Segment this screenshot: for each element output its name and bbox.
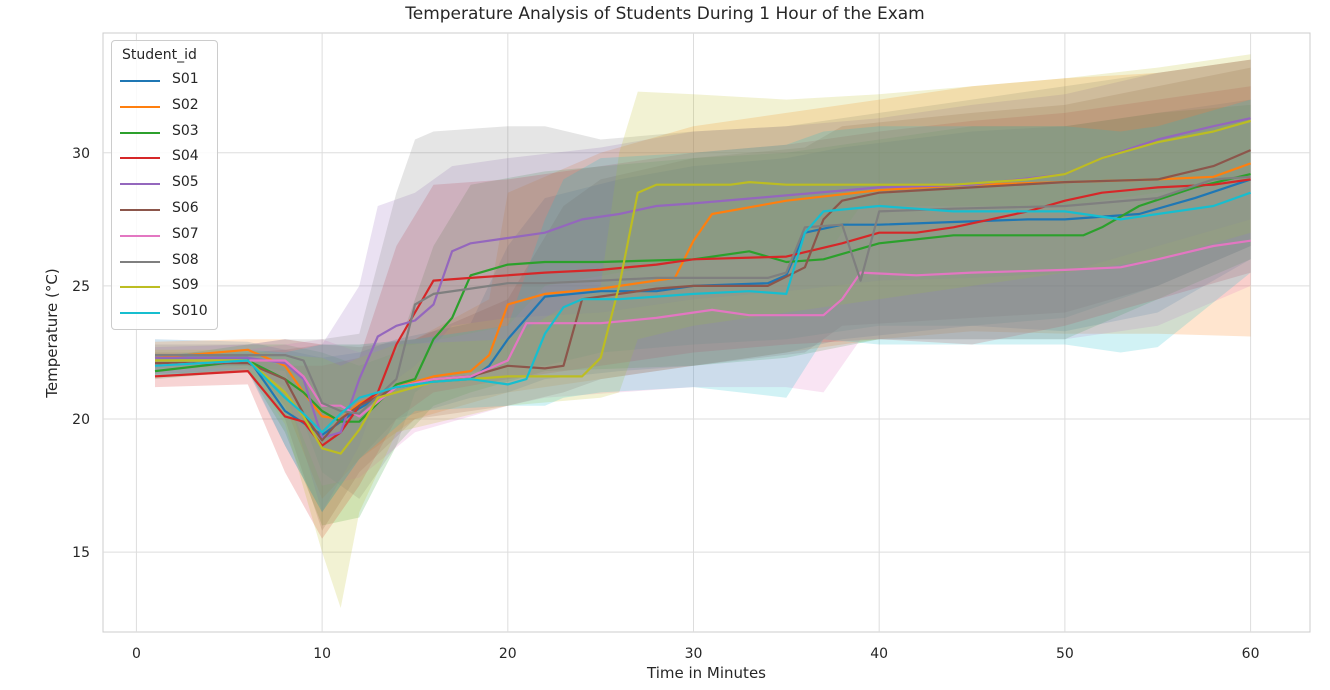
legend-label: S01 bbox=[172, 71, 199, 87]
y-tick-label: 30 bbox=[72, 146, 90, 162]
legend-swatch bbox=[120, 260, 160, 263]
x-tick-label: 60 bbox=[1242, 646, 1260, 662]
legend-label: S06 bbox=[172, 200, 199, 216]
legend-swatch bbox=[120, 131, 160, 134]
legend-title: Student_id bbox=[122, 47, 197, 63]
legend-swatch bbox=[120, 157, 160, 160]
band-s010 bbox=[155, 99, 1251, 513]
legend-item-s05: S05 bbox=[120, 173, 216, 195]
legend-item-s06: S06 bbox=[120, 199, 216, 221]
band-s07 bbox=[155, 179, 1251, 486]
legend-label: S09 bbox=[172, 277, 199, 294]
line-s03 bbox=[154, 173, 1251, 423]
x-tick-label: 30 bbox=[685, 646, 703, 662]
band-s03 bbox=[155, 104, 1251, 526]
series-lines bbox=[154, 117, 1252, 455]
chart-title: Temperature Analysis of Students During … bbox=[405, 4, 925, 24]
legend-item-s02: S02 bbox=[120, 96, 216, 118]
legend-label: S07 bbox=[172, 225, 199, 242]
legend-swatch bbox=[120, 234, 160, 237]
x-tick-label: 20 bbox=[499, 646, 517, 662]
legend-swatch bbox=[120, 312, 160, 315]
legend-item-s07: S07 bbox=[120, 225, 216, 247]
plot-area bbox=[102, 32, 1311, 633]
legend-label: S04 bbox=[172, 148, 199, 165]
line-s010 bbox=[154, 191, 1251, 434]
legend-swatch bbox=[120, 183, 160, 186]
line-s09 bbox=[155, 119, 1251, 455]
legend-swatch bbox=[120, 209, 160, 211]
x-tick-label: 10 bbox=[313, 646, 331, 662]
x-axis-label: Time in Minutes bbox=[647, 664, 766, 682]
y-tick-label: 25 bbox=[72, 279, 90, 295]
band-s02 bbox=[155, 59, 1251, 499]
legend-label: S08 bbox=[172, 251, 199, 268]
legend-swatch bbox=[120, 80, 160, 82]
legend-swatch bbox=[120, 286, 160, 289]
legend-item-s01: S01 bbox=[120, 70, 216, 92]
x-tick-label: 0 bbox=[132, 646, 141, 662]
legend-item-s04: S04 bbox=[120, 147, 216, 169]
legend-swatch bbox=[120, 105, 160, 108]
line-s07 bbox=[154, 239, 1251, 418]
y-axis-label: Temperature (°C) bbox=[43, 268, 61, 398]
legend-item-s010: S010 bbox=[120, 302, 216, 324]
legend: Student_id S01 S02 S03 S04 S05 S06 S07 S08 S09 S0… bbox=[111, 40, 218, 330]
x-tick-label: 50 bbox=[1056, 646, 1074, 662]
band-s01 bbox=[155, 99, 1251, 513]
band-s08 bbox=[155, 59, 1251, 499]
band-s04 bbox=[155, 86, 1251, 539]
legend-label: S02 bbox=[172, 96, 199, 113]
y-tick-label: 20 bbox=[72, 412, 90, 428]
legend-label: S05 bbox=[172, 174, 199, 191]
band-s09 bbox=[155, 54, 1251, 609]
x-tick-label: 40 bbox=[870, 646, 888, 662]
line-s02 bbox=[154, 162, 1251, 421]
legend-label: S010 bbox=[172, 303, 208, 320]
tick-labels: 0 10 20 30 40 50 60 15 20 25 30 bbox=[72, 146, 1259, 662]
legend-item-s08: S08 bbox=[120, 251, 216, 273]
legend-label: S03 bbox=[172, 122, 199, 139]
y-tick-label: 15 bbox=[72, 545, 90, 561]
legend-item-s09: S09 bbox=[120, 276, 216, 298]
legend-item-s03: S03 bbox=[120, 122, 216, 144]
line-s01 bbox=[155, 178, 1251, 437]
